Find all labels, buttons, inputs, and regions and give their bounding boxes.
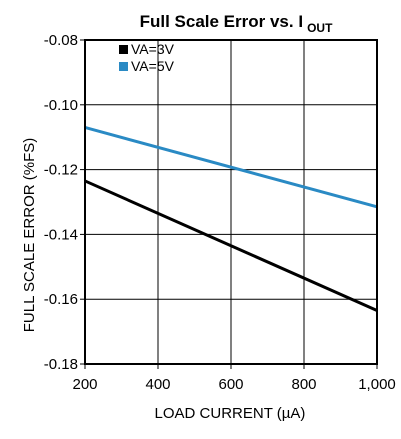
y-tick-label-3: -0.14 [44, 226, 78, 243]
axes-layer [80, 39, 378, 369]
y-tick-label-0: -0.08 [44, 32, 78, 49]
x-tick-label-2: 600 [218, 376, 243, 393]
legend-swatch-2 [119, 62, 128, 71]
y-tick-label-1: -0.10 [44, 97, 78, 114]
legend-label-1: VA=3V [131, 41, 175, 57]
x-tick-label-0: 200 [72, 376, 97, 393]
series-layer [84, 126, 378, 312]
y-axis-label: FULL SCALE ERROR (%FS) [21, 138, 38, 332]
legend-swatch-1 [119, 45, 128, 54]
x-axis-label: LOAD CURRENT (µA) [155, 405, 306, 422]
legend-label-2: VA=5V [131, 58, 175, 74]
chart-title: Full Scale Error vs. I OUT [140, 12, 333, 35]
y-tick-label-5: -0.18 [44, 356, 78, 373]
y-tick-label-2: -0.12 [44, 162, 78, 179]
x-tick-label-3: 800 [291, 376, 316, 393]
x-tick-label-1: 400 [145, 376, 170, 393]
series-line-1 [84, 179, 378, 312]
y-tick-label-4: -0.16 [44, 291, 78, 308]
x-tick-label-4: 1,000 [358, 376, 396, 393]
chart-title-main: Full Scale Error vs. I [140, 12, 303, 31]
grid-layer [85, 40, 377, 364]
tick-labels: -0.08 -0.10 -0.12 -0.14 -0.16 -0.18 200 400 600 8… [44, 32, 396, 393]
chart-title-subscript: OUT [307, 21, 333, 35]
series-line-2 [84, 126, 378, 209]
